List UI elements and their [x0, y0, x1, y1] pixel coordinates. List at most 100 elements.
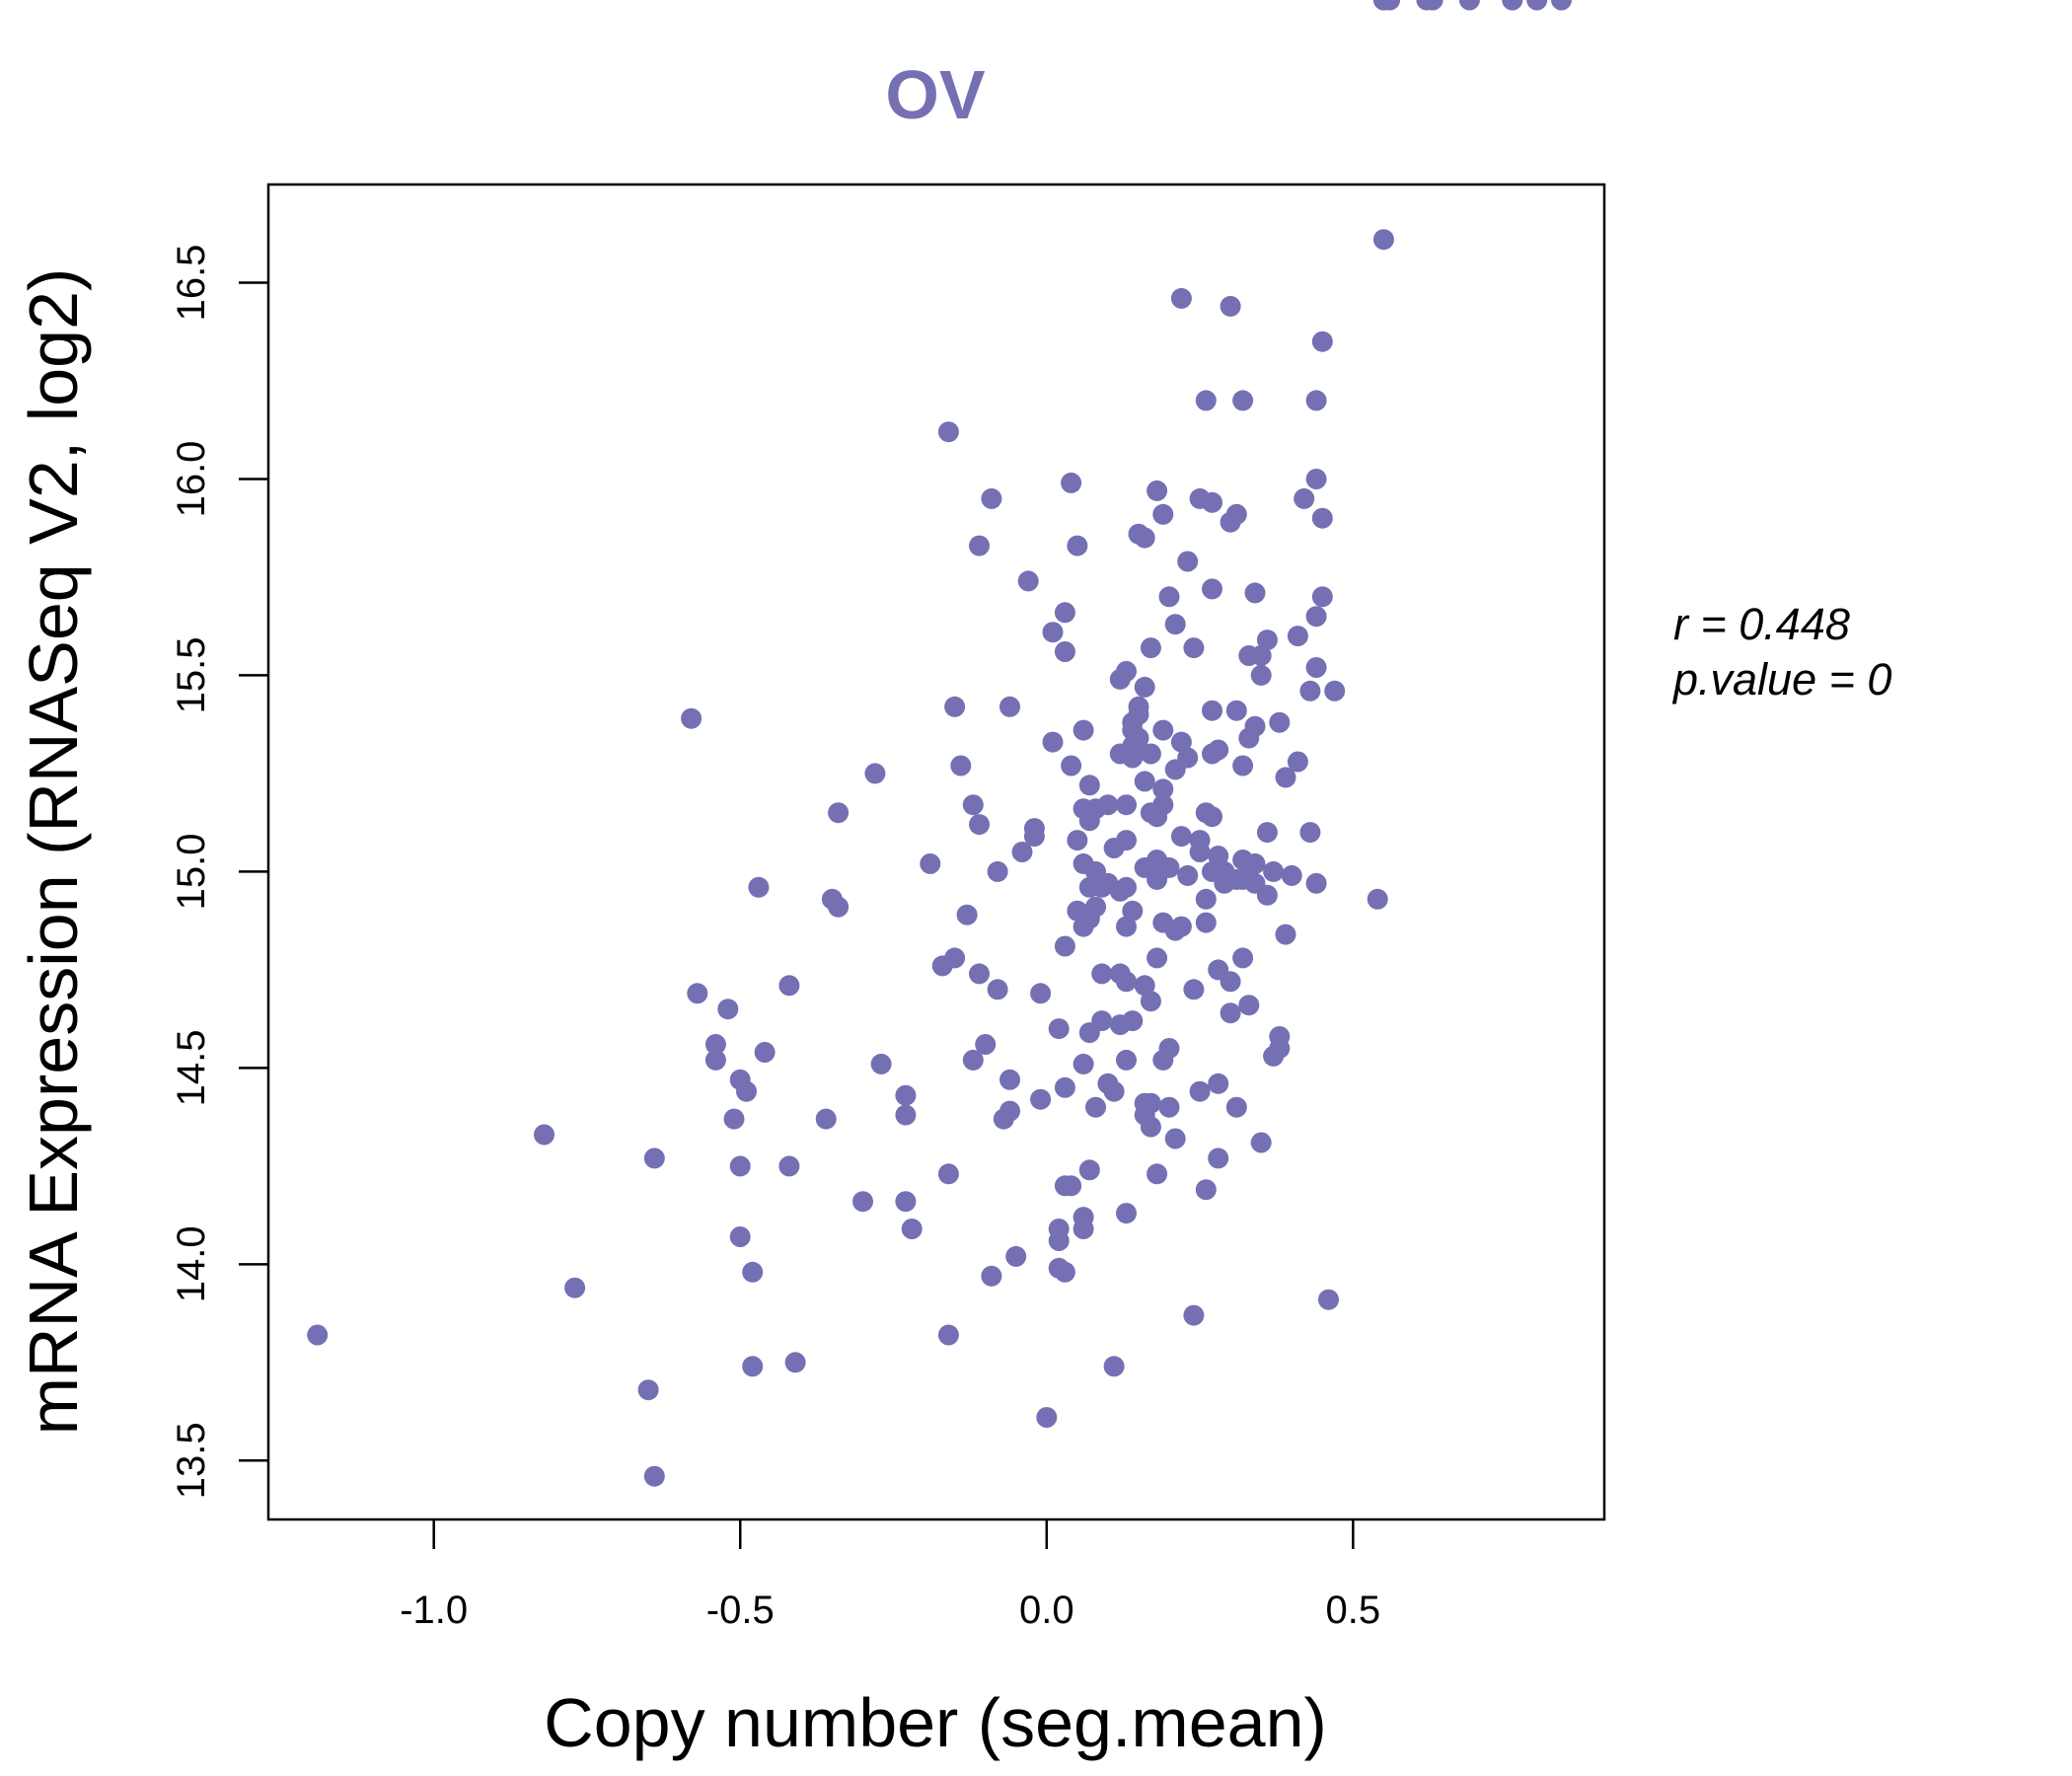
data-point: [1091, 1010, 1113, 1032]
data-point: [754, 1042, 776, 1063]
data-point: [1372, 229, 1394, 251]
data-point: [704, 1049, 726, 1071]
data-point: [1128, 727, 1149, 749]
x-axis: -1.0 -0.5 0.0 0.5: [400, 1519, 1380, 1632]
data-point: [1299, 822, 1321, 844]
data-point: [1177, 747, 1199, 769]
data-point: [729, 1226, 751, 1247]
data-point: [1164, 1128, 1186, 1149]
data-point: [828, 896, 850, 918]
data-point: [1324, 680, 1346, 702]
data-point: [1078, 775, 1100, 796]
data-point: [1170, 916, 1192, 937]
data-point: [999, 1069, 1020, 1090]
data-point: [1152, 503, 1174, 525]
data-point: [1078, 1159, 1100, 1181]
data-point: [1116, 876, 1137, 898]
data-point: [1183, 979, 1205, 1000]
data-point: [1177, 551, 1199, 572]
data-point: [852, 1191, 873, 1213]
data-point: [1232, 947, 1254, 969]
y-tick-label: 15.5: [170, 636, 213, 713]
data-point: [1238, 995, 1260, 1016]
data-point: [643, 1465, 665, 1487]
data-point: [1116, 660, 1137, 682]
data-point: [1379, 0, 1401, 11]
data-point: [944, 696, 966, 717]
data-point: [1147, 947, 1168, 969]
data-point: [1225, 700, 1247, 721]
data-point: [1305, 657, 1327, 678]
data-point: [1085, 896, 1106, 918]
data-point: [1147, 1163, 1168, 1185]
data-point: [1134, 975, 1155, 997]
data-point: [681, 707, 703, 729]
data-point: [1116, 830, 1137, 851]
data-point: [1202, 491, 1222, 513]
data-point: [1220, 971, 1241, 993]
data-point: [828, 802, 850, 824]
data-point: [969, 814, 990, 836]
data-point: [1011, 842, 1033, 862]
data-point: [1122, 900, 1144, 922]
data-point: [944, 947, 966, 969]
data-point: [1287, 751, 1308, 773]
chart-title: OV: [885, 56, 985, 133]
data-point: [895, 1191, 917, 1213]
data-point: [1367, 888, 1388, 910]
data-point: [778, 1155, 800, 1177]
data-point: [1116, 971, 1137, 993]
data-point: [534, 1124, 555, 1146]
x-tick-label: -1.0: [400, 1589, 468, 1632]
data-point: [1067, 830, 1088, 851]
data-point: [1054, 1261, 1075, 1283]
data-point: [1189, 842, 1211, 862]
data-point: [1225, 1096, 1247, 1118]
data-point: [704, 1034, 726, 1055]
data-point: [1526, 0, 1548, 11]
data-point: [937, 1163, 959, 1185]
data-point: [1048, 1219, 1070, 1239]
data-point: [1195, 1179, 1217, 1201]
x-tick-label: 0.5: [1326, 1589, 1381, 1632]
data-point: [1202, 806, 1222, 828]
data-point: [1256, 629, 1278, 651]
data-point: [1073, 1219, 1094, 1239]
data-point: [742, 1356, 764, 1377]
data-point: [1036, 1407, 1058, 1428]
data-point: [1116, 794, 1137, 816]
data-point: [1551, 0, 1572, 11]
data-point: [1134, 676, 1155, 698]
data-point: [956, 904, 978, 925]
data-point: [778, 975, 800, 997]
data-point: [1097, 794, 1119, 816]
data-point: [1054, 935, 1075, 957]
data-point: [1250, 1132, 1272, 1153]
data-point: [895, 1104, 917, 1126]
data-point: [643, 1147, 665, 1169]
data-point: [1017, 570, 1039, 592]
x-tick-label: -0.5: [706, 1589, 775, 1632]
data-point: [1116, 1203, 1137, 1224]
data-point: [1232, 390, 1254, 411]
data-point: [1208, 739, 1229, 761]
y-tick-label: 16.0: [170, 441, 213, 518]
data-point: [1140, 991, 1161, 1012]
plot-frame: [266, 183, 1606, 1521]
data-point: [987, 860, 1008, 882]
x-tick-label: 0.0: [1019, 1589, 1074, 1632]
data-point: [1422, 0, 1443, 11]
stat-r: r = 0.448: [1673, 599, 1850, 649]
data-point: [736, 1080, 757, 1102]
data-point: [1305, 872, 1327, 894]
data-point: [1152, 794, 1174, 816]
data-point: [1042, 622, 1064, 643]
data-point: [1170, 731, 1192, 753]
data-point: [987, 979, 1008, 1000]
data-point: [1195, 912, 1217, 933]
data-point: [1275, 924, 1296, 945]
data-point: [1305, 390, 1327, 411]
data-point: [1225, 503, 1247, 525]
data-point: [1030, 1088, 1052, 1110]
